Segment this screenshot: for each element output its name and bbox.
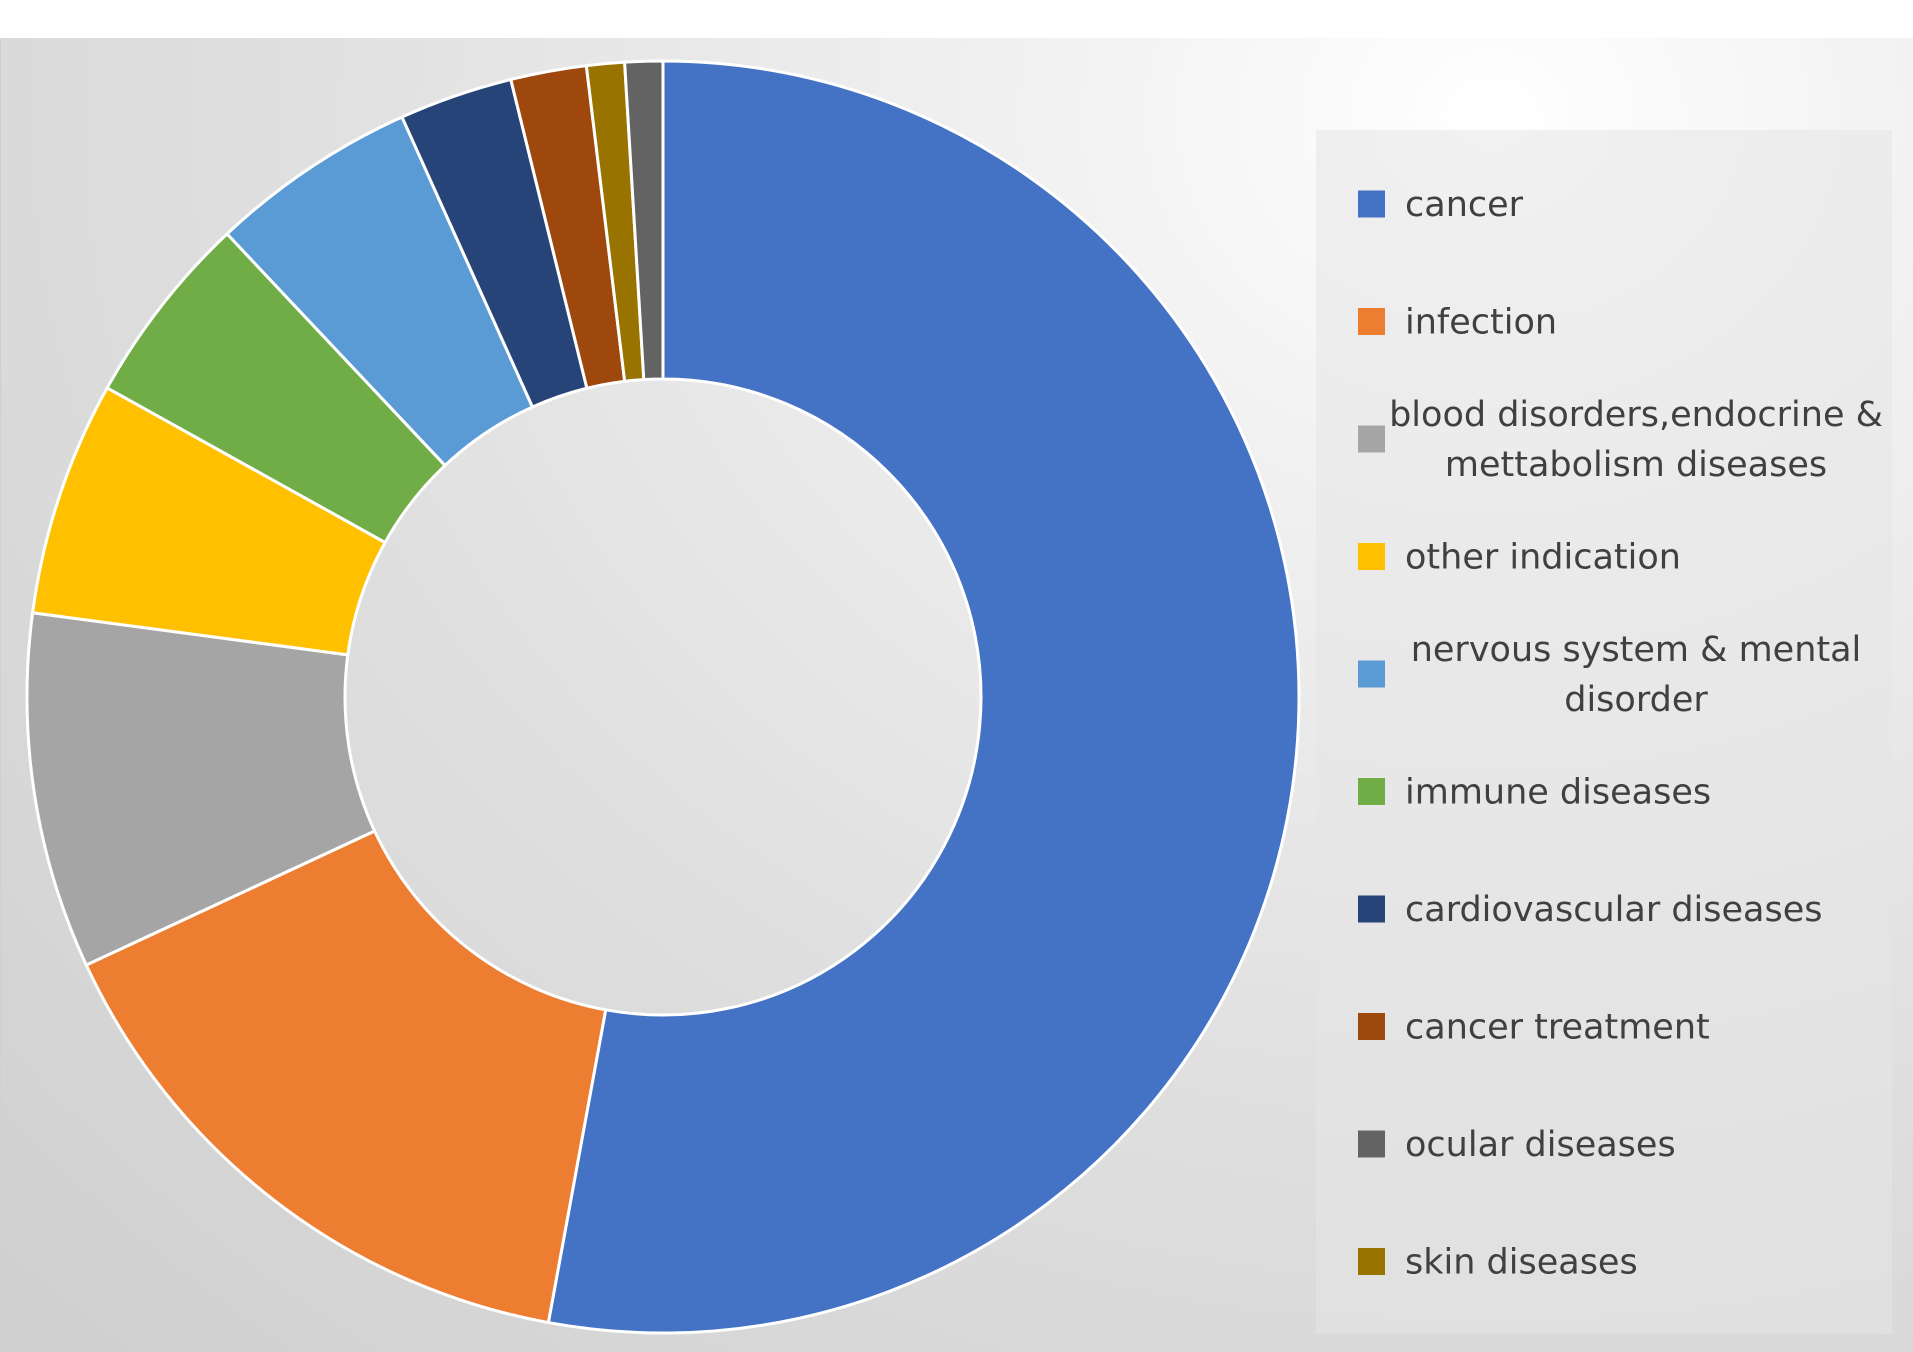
legend-item-infection: infection [1358,303,1557,343]
legend-item-nervous-system-mental-disorder: nervous system & mental disorder [1358,630,1861,720]
legend-label: nervous system & mental [1411,630,1862,670]
legend-label: immune diseases [1405,773,1711,813]
legend-label: skin diseases [1405,1243,1638,1283]
legend-swatch [1358,1130,1385,1158]
legend-swatch [1358,308,1385,335]
legend-item-cancer: cancer [1358,185,1524,225]
legend-item-cardiovascular-diseases: cardiovascular diseases [1358,890,1823,930]
legend-item-blood-disorders-endocrine-mettabolism-diseases: blood disorders,endocrine & mettabolism d… [1358,395,1883,485]
slice-blood-disorders-endocrine-mettabolism-diseases [25,611,377,967]
donut-chart [25,59,1301,1335]
legend-label: ocular diseases [1405,1125,1676,1165]
legend-label: blood disorders,endocrine & [1389,395,1883,435]
legend-swatch [1358,1248,1385,1275]
legend-label: disorder [1564,680,1708,720]
legend-label: mettabolism diseases [1445,445,1827,485]
slice-cancer [546,59,1301,1335]
legend-label: cancer treatment [1405,1008,1710,1048]
legend-swatch [1358,895,1385,923]
legend-items: cancer infection blood disorders,endocrine… [1358,185,1883,1283]
legend-label: cardiovascular diseases [1405,890,1823,930]
legend-item-cancer-treatment: cancer treatment [1358,1008,1710,1048]
legend-item-ocular-diseases: ocular diseases [1358,1125,1676,1165]
legend-item-immune-diseases: immune diseases [1358,773,1711,813]
legend-item-other-indication: other indication [1358,538,1681,578]
chart-area: cancer infection blood disorders,endocrine… [0,38,1913,1352]
legend-item-skin-diseases: skin diseases [1358,1243,1638,1283]
legend-swatch [1358,190,1385,218]
slice-infection [84,829,608,1325]
legend-swatch [1358,778,1385,805]
legend-label: infection [1405,303,1557,343]
slice-ocular-diseases [623,59,665,382]
legend-label: other indication [1405,538,1681,578]
legend: cancer infection blood disorders,endocrine… [1316,130,1892,1334]
legend-swatch [1358,1013,1385,1040]
legend-swatch [1358,660,1385,688]
legend-label: cancer [1405,185,1524,225]
legend-swatch [1358,543,1385,570]
legend-swatch [1358,425,1385,453]
